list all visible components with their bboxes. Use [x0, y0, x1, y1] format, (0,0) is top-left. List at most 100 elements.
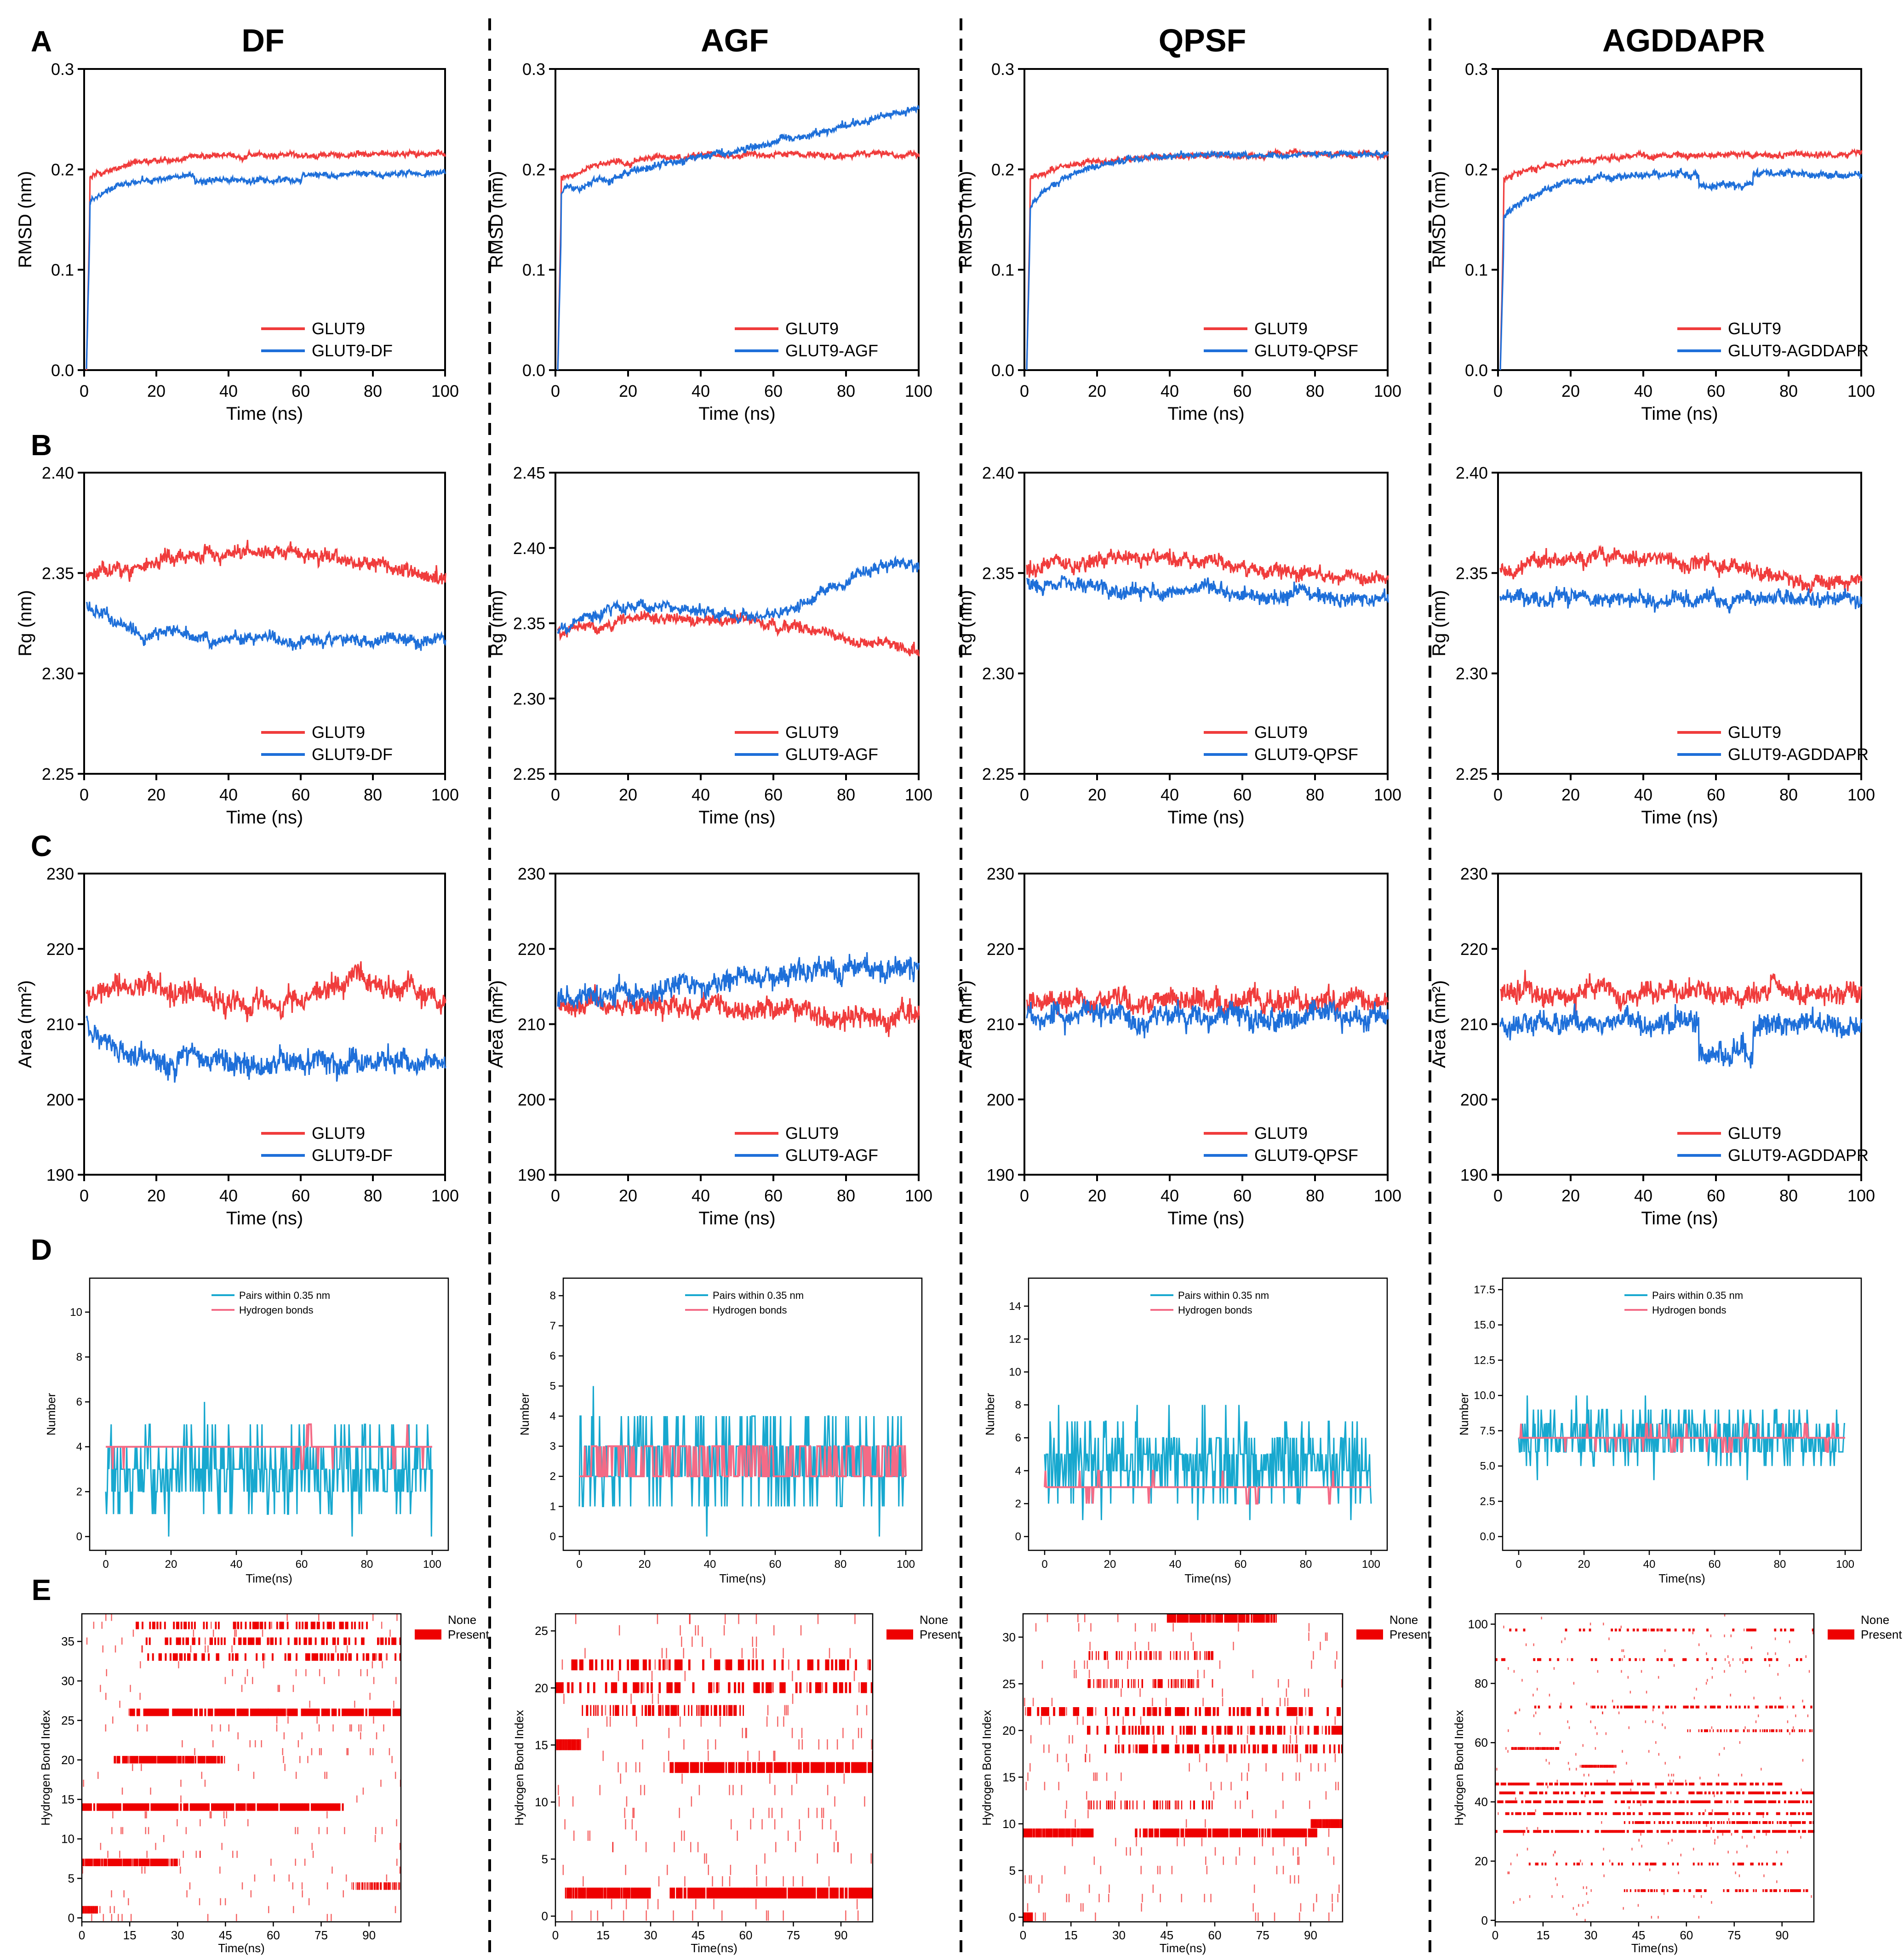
heatmap-cell-present: [1338, 1744, 1340, 1754]
heatmap-cell-present: [602, 1887, 603, 1899]
heatmap-cell-present: [1187, 1744, 1189, 1754]
heatmap-cell-present: [1790, 1830, 1792, 1833]
heatmap-cell-present: [1159, 1707, 1161, 1716]
heatmap-cell-present: [1104, 1651, 1105, 1660]
x-tick-label: 40: [692, 785, 710, 804]
legend-glut9-label: GLUT9: [312, 319, 365, 338]
heatmap-cell-present: [128, 1858, 130, 1866]
heatmap-cell-present: [1539, 1830, 1542, 1833]
heatmap-cell-present: [855, 1887, 857, 1899]
heatmap-cell-present: [1088, 1829, 1089, 1838]
heatmap-cell-present: [1762, 1821, 1764, 1824]
heatmap-cell-present: [802, 1876, 803, 1886]
heatmap-cell-present: [670, 1682, 673, 1693]
heatmap-cell-present: [1082, 1903, 1084, 1912]
heatmap-cell-present: [1812, 1791, 1814, 1794]
heatmap-cell-present: [1200, 1614, 1201, 1623]
y-tick-label: 2.30: [1456, 664, 1488, 683]
heatmap-cell-present: [738, 1887, 740, 1899]
heatmap-cell-present: [139, 1692, 141, 1700]
heatmap-cell-present: [1108, 1800, 1109, 1810]
heatmap-cell-present: [111, 1614, 112, 1621]
heatmap-cell-present: [1080, 1829, 1081, 1838]
heatmap-cell-present: [1253, 1829, 1255, 1838]
heatmap-cell-present: [1026, 1912, 1027, 1921]
heatmap-cell-present: [576, 1887, 577, 1899]
heatmap-cell-present: [1672, 1830, 1675, 1833]
heatmap-cell-present: [1331, 1726, 1333, 1735]
heatmap-cell-present: [1141, 1679, 1143, 1688]
heatmap-cell-present: [201, 1803, 203, 1811]
heatmap-cell-present: [642, 1739, 643, 1750]
heatmap-cell-present: [820, 1762, 823, 1773]
heatmap-cell-present: [148, 1827, 149, 1834]
heatmap-cell-present: [303, 1709, 305, 1716]
heatmap-cell-present: [1175, 1800, 1176, 1810]
heatmap-cell-present: [1252, 1829, 1254, 1838]
heatmap-cell-present: [1333, 1744, 1336, 1754]
heatmap-cell-present: [303, 1803, 305, 1811]
heatmap-cell-present: [648, 1887, 649, 1899]
y-axis-label: Number: [44, 1393, 58, 1435]
heatmap-cell-present: [1058, 1829, 1059, 1838]
heatmap-cell-present: [1667, 1889, 1669, 1892]
heatmap-cell-present: [295, 1771, 297, 1779]
heatmap-cell-present: [1027, 1707, 1029, 1716]
heatmap-cell-present: [1574, 1783, 1576, 1786]
heatmap-cell-present: [1035, 1623, 1037, 1632]
heatmap-cell-present: [134, 1803, 136, 1811]
heatmap-cell-present: [714, 1705, 715, 1715]
heatmap-cell-present: [271, 1803, 274, 1811]
heatmap-cell-present: [633, 1705, 635, 1716]
heatmap-cell-present: [1581, 1765, 1582, 1768]
heatmap-cell-present: [1068, 1894, 1070, 1903]
heatmap-cell-present: [630, 1659, 633, 1670]
heatmap-cell-present: [1551, 1830, 1554, 1833]
heatmap-cell-present: [187, 1709, 189, 1716]
heatmap-cell-present: [396, 1614, 398, 1621]
heatmap-cell-present: [1241, 1744, 1243, 1754]
heatmap-cell-present: [1707, 1821, 1709, 1824]
heatmap-cell-present: [780, 1762, 782, 1773]
heatmap-cell-present: [1632, 1791, 1635, 1794]
heatmap-cell-present: [270, 1858, 272, 1866]
x-tick-label: 100: [905, 382, 932, 400]
series-hbonds-line: [1519, 1423, 1845, 1453]
heatmap-cell-present: [706, 1762, 708, 1773]
heatmap-cell-present: [333, 1803, 336, 1811]
series-complex-line: [557, 555, 920, 635]
heatmap-cell-present: [89, 1858, 91, 1866]
heatmap-cell-present: [823, 1762, 825, 1773]
heatmap-cell-present: [1202, 1726, 1204, 1735]
heatmap-cell-present: [122, 1827, 124, 1834]
heatmap-cell-present: [1146, 1829, 1148, 1838]
heatmap-cell-present: [147, 1709, 149, 1716]
heatmap-cell-present: [342, 1709, 344, 1716]
heatmap-cell-present: [143, 1858, 144, 1866]
heatmap-cell-present: [158, 1709, 160, 1716]
heatmap-cell-present: [716, 1762, 718, 1773]
heatmap-cell-present: [241, 1882, 243, 1890]
heatmap-cell-present: [586, 1887, 587, 1899]
heatmap-cell-present: [713, 1887, 715, 1898]
series-complex-line: [557, 952, 920, 1009]
heatmap-cell-present: [1732, 1821, 1734, 1824]
heatmap-cell-present: [1595, 1830, 1597, 1833]
heatmap-cell-present: [1147, 1707, 1149, 1716]
heatmap-cell-present: [357, 1709, 359, 1716]
heatmap-cell-present: [1203, 1829, 1205, 1838]
heatmap-cell-present: [1038, 1884, 1040, 1893]
heatmap-cell-present: [206, 1803, 208, 1811]
heatmap-cell-present: [1082, 1716, 1084, 1725]
heatmap-cell-present: [716, 1887, 718, 1899]
heatmap-cell-present: [1043, 1829, 1044, 1838]
heatmap-cell-present: [1573, 1863, 1575, 1866]
heatmap-cell-present: [1680, 1783, 1682, 1786]
heatmap-cell-present: [1075, 1829, 1077, 1838]
heatmap-cell-present: [1726, 1800, 1729, 1803]
heatmap-cell-present: [1084, 1829, 1085, 1838]
heatmap-cell-present: [96, 1906, 97, 1914]
heatmap-cell-present: [1677, 1821, 1679, 1824]
heatmap-cell-present: [1087, 1800, 1089, 1810]
